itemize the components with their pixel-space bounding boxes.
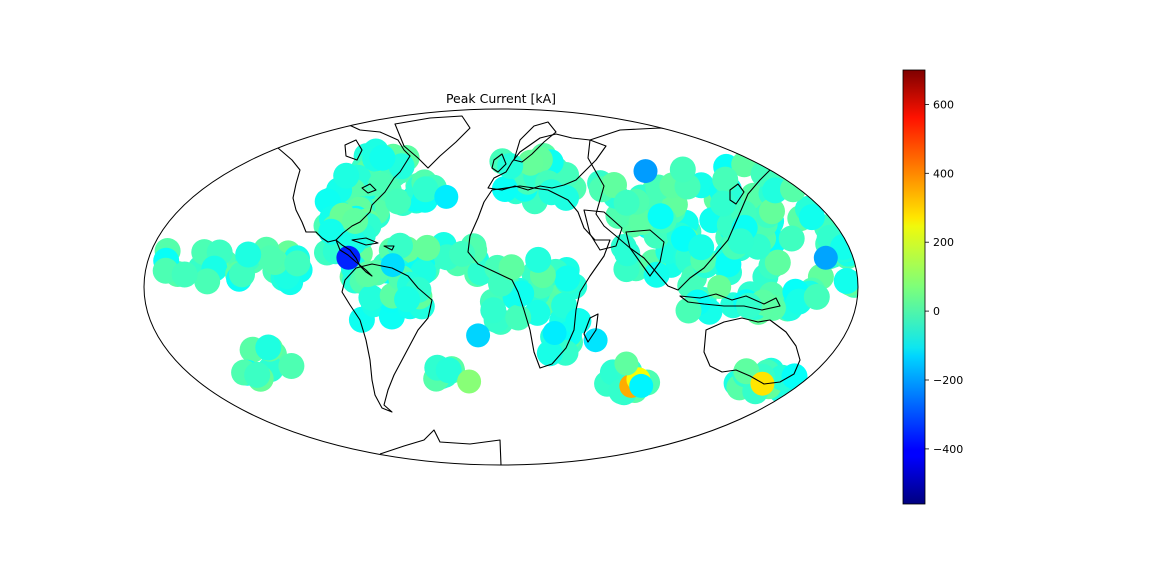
strike-marker xyxy=(505,304,532,331)
strike-marker xyxy=(412,176,439,203)
strike-marker xyxy=(257,245,284,272)
coastline-north-america xyxy=(274,121,411,243)
strike-marker xyxy=(669,156,696,183)
coastline-south-america xyxy=(341,263,433,413)
colorbar-gradient xyxy=(902,69,926,505)
strike-marker xyxy=(284,250,311,277)
coastline-britain xyxy=(491,153,507,173)
coastline-hudson-bay xyxy=(344,139,363,161)
map-title: Peak Current [kA] xyxy=(446,91,556,106)
strike-marker xyxy=(710,190,737,217)
strike-marker-highlight xyxy=(434,184,459,209)
strike-marker xyxy=(498,254,525,281)
strike-marker xyxy=(778,225,805,252)
strike-marker xyxy=(449,240,476,267)
strike-layer xyxy=(152,138,858,406)
strike-marker xyxy=(727,228,754,255)
strike-marker xyxy=(369,144,396,171)
strike-marker xyxy=(712,166,739,193)
strike-marker xyxy=(643,261,670,288)
strike-marker-highlight xyxy=(633,159,658,184)
coastline-japan xyxy=(729,183,745,205)
coastline-hispaniola xyxy=(383,245,395,251)
strike-marker xyxy=(614,240,641,267)
strike-marker xyxy=(171,261,198,288)
strike-marker xyxy=(278,353,305,379)
strike-marker-highlight xyxy=(707,275,732,299)
strike-marker xyxy=(255,334,282,361)
strike-marker xyxy=(781,363,808,390)
strike-marker xyxy=(525,246,552,273)
colorbar-tick-label: −200 xyxy=(933,374,963,387)
strike-marker xyxy=(554,265,581,292)
globe-outline xyxy=(143,108,859,466)
strike-marker-highlight xyxy=(380,253,405,278)
coastline-new-zealand xyxy=(815,367,829,389)
strike-marker xyxy=(675,297,702,324)
strike-marker xyxy=(387,232,413,259)
strike-marker xyxy=(385,188,412,215)
colorbar-ticks: 600 400 200 0 −200 −400 xyxy=(925,98,963,456)
coastline-australia xyxy=(703,317,801,385)
strike-marker-highlight xyxy=(614,351,639,376)
coastline-great-lakes xyxy=(361,183,377,194)
coastline-greenland xyxy=(394,115,471,169)
strike-marker xyxy=(647,203,674,230)
colorbar: 600 400 200 0 −200 −400 xyxy=(902,69,963,505)
strike-marker xyxy=(613,189,640,216)
coastline-india xyxy=(625,229,665,277)
coastline-cuba xyxy=(351,237,379,246)
strike-marker xyxy=(394,286,421,313)
strike-marker xyxy=(480,297,507,324)
strike-marker xyxy=(342,208,369,234)
coastline-madagascar xyxy=(583,313,599,343)
strike-marker xyxy=(194,268,221,295)
strike-marker-highlight xyxy=(457,369,482,394)
strike-marker xyxy=(358,284,385,311)
strike-marker-highlight xyxy=(583,328,608,353)
coastline-arabia xyxy=(583,209,623,251)
strike-marker xyxy=(780,176,806,203)
strike-marker xyxy=(414,234,441,261)
coastline-scandinavia xyxy=(513,121,557,163)
strike-marker xyxy=(759,198,785,225)
strike-marker xyxy=(244,361,271,388)
strike-marker xyxy=(803,283,830,310)
colorbar-tick-label: 0 xyxy=(933,305,940,318)
colorbar-tick-label: 600 xyxy=(933,98,954,111)
strike-marker-highlight xyxy=(542,321,567,345)
strike-marker xyxy=(508,280,535,307)
strike-marker xyxy=(688,234,715,261)
strike-marker xyxy=(833,268,858,294)
coastline-central-america xyxy=(335,239,373,277)
strike-marker-highlight xyxy=(813,245,838,270)
strike-marker-highlight xyxy=(466,323,491,348)
strike-marker-highlight xyxy=(629,373,654,398)
colorbar-tick-label: 200 xyxy=(933,236,954,249)
strike-marker xyxy=(229,261,255,288)
coastline-africa xyxy=(467,185,611,369)
strike-marker xyxy=(764,249,791,276)
strike-marker xyxy=(517,149,544,176)
strike-marker xyxy=(735,292,762,319)
strike-marker xyxy=(798,204,825,231)
colorbar-tick-label: −400 xyxy=(933,443,963,456)
strike-marker xyxy=(333,162,360,189)
strike-marker xyxy=(435,357,462,384)
strike-marker xyxy=(235,241,262,268)
globe xyxy=(143,108,859,466)
colorbar-tick-label: 400 xyxy=(933,167,954,180)
coastline-indonesia xyxy=(679,293,781,311)
coastline-antarctica xyxy=(379,429,502,465)
